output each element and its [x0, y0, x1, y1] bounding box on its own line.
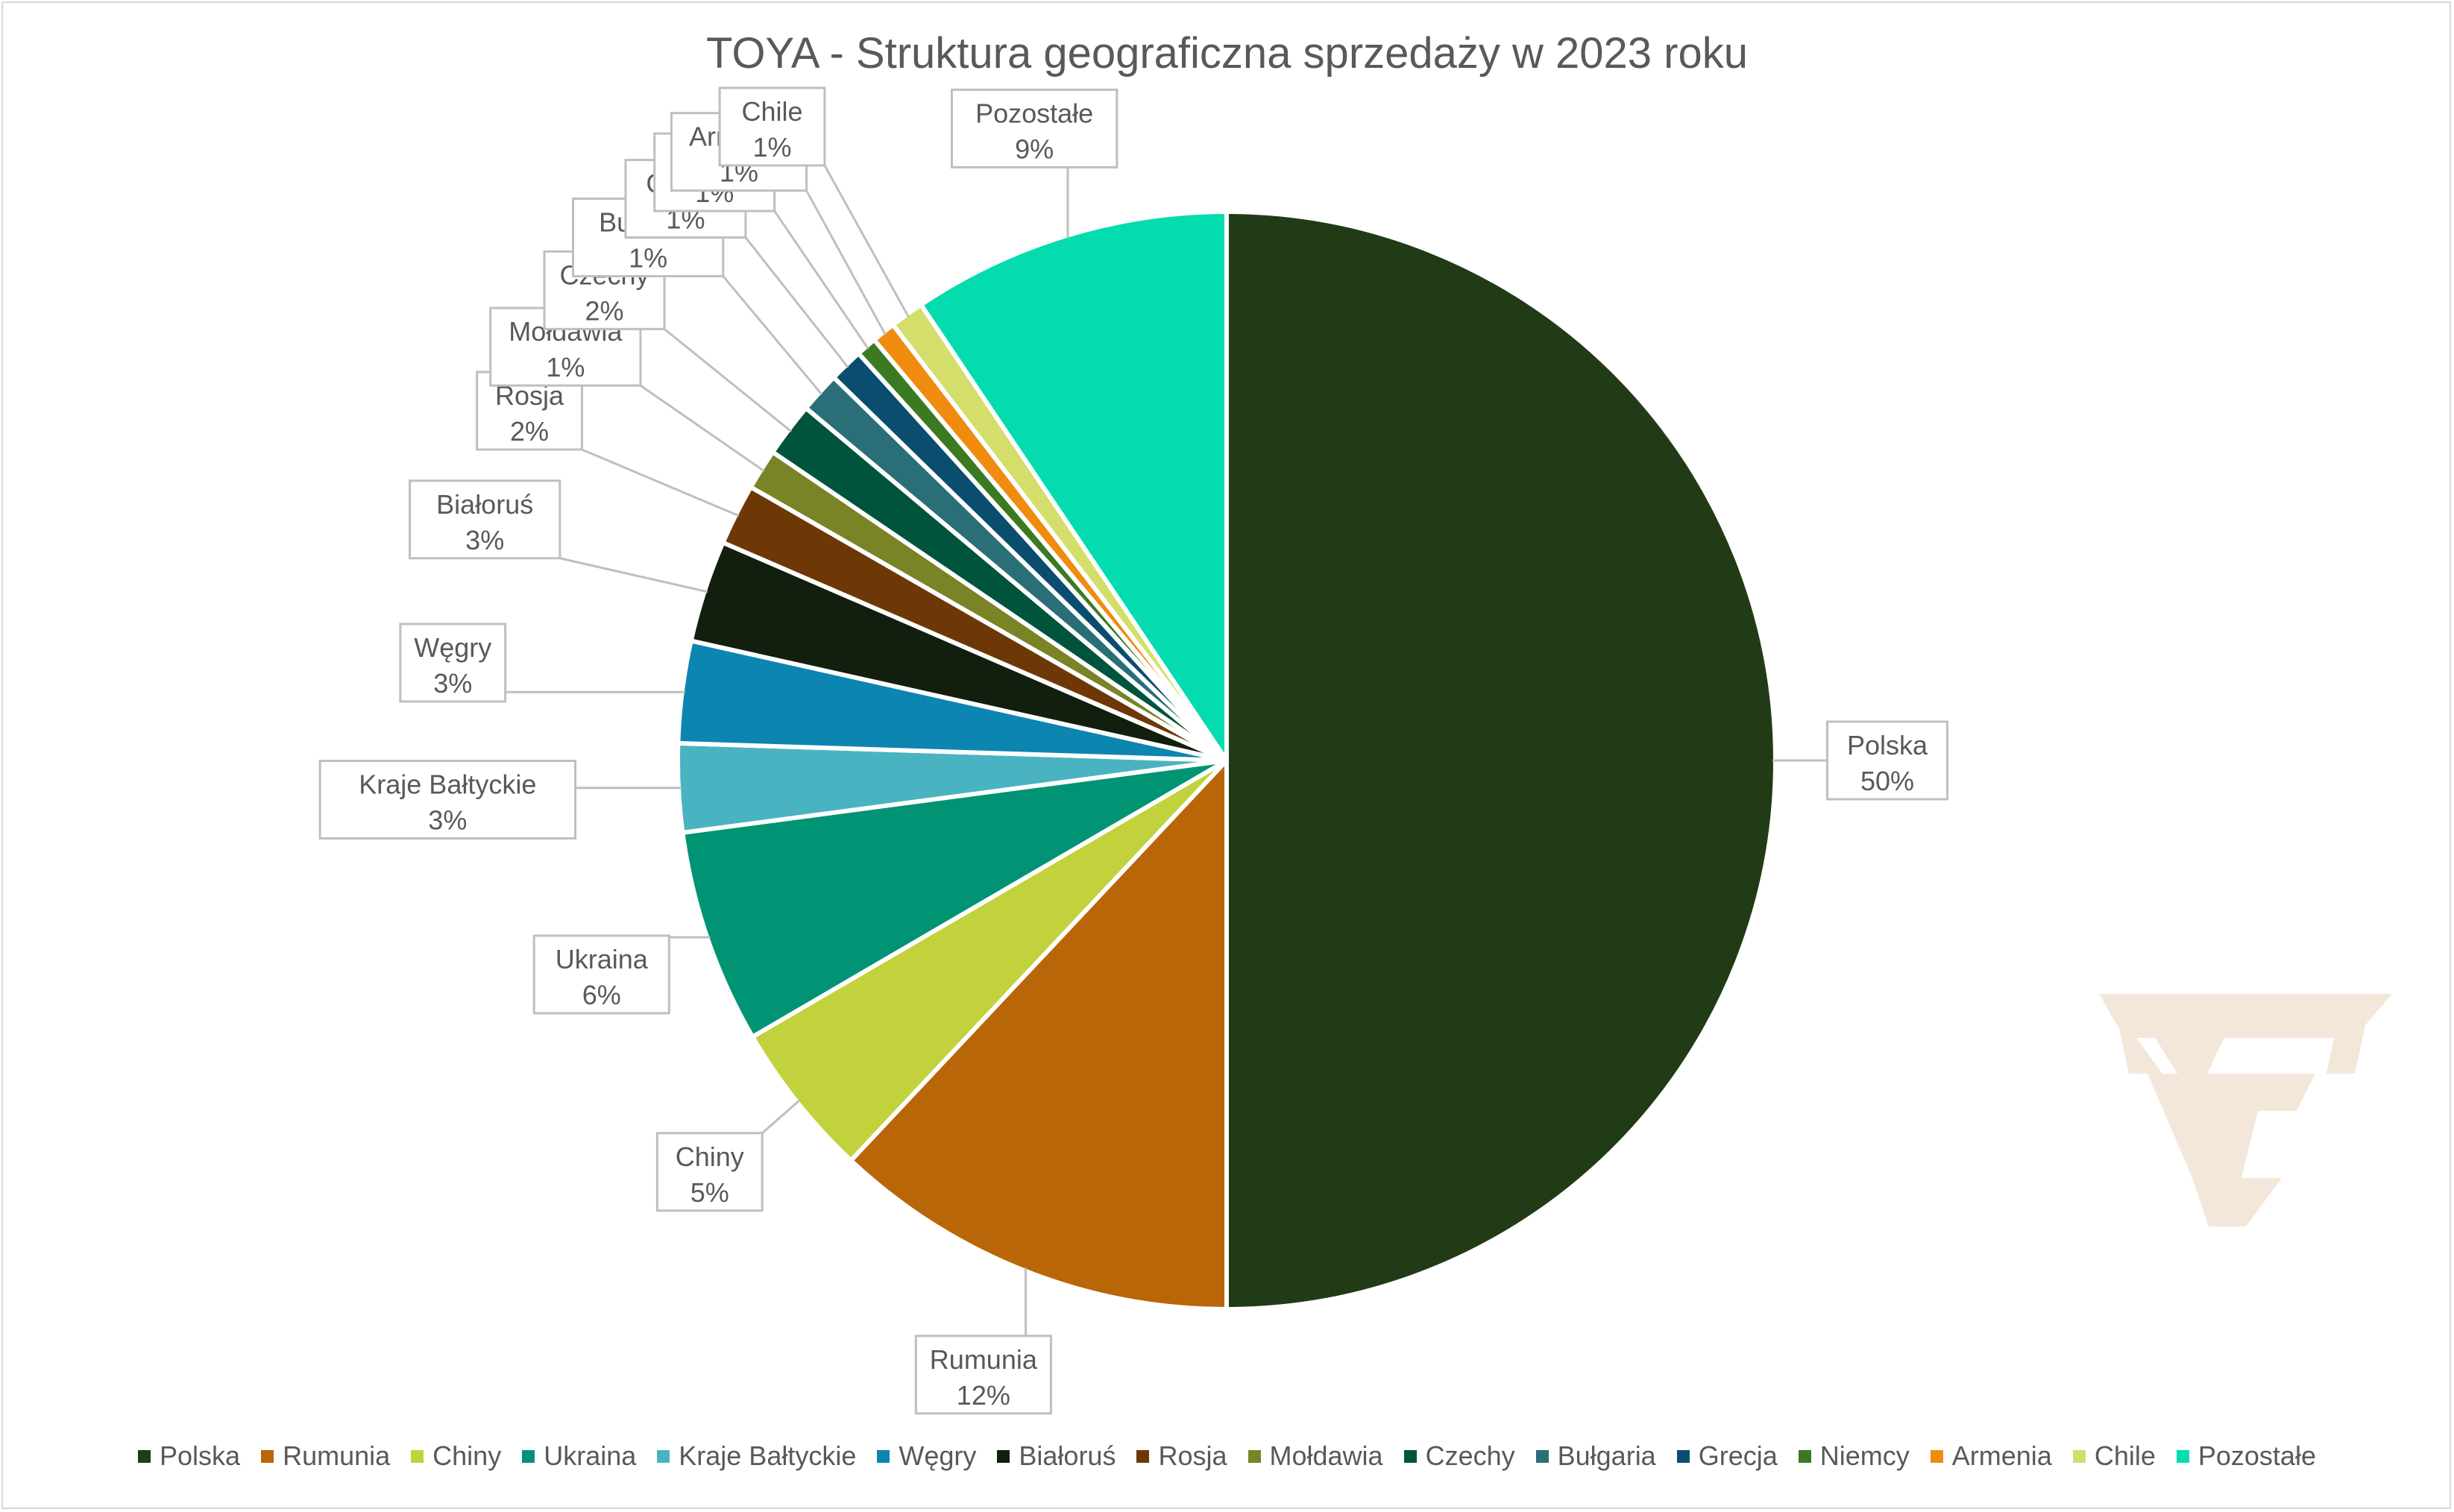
label-leader-lines	[505, 165, 1828, 1336]
legend-swatch	[261, 1449, 274, 1463]
legend-item: Niemcy	[1798, 1440, 1910, 1472]
legend-label: Chiny	[432, 1440, 502, 1471]
legend-swatch	[138, 1449, 151, 1463]
legend-item: Grecja	[1676, 1440, 1778, 1472]
data-label-value: 3%	[428, 805, 467, 836]
legend-item: Rosja	[1136, 1440, 1227, 1472]
legend-item: Ukraina	[522, 1440, 636, 1472]
data-label-box	[655, 1132, 764, 1212]
pie-slices	[676, 210, 1778, 1311]
leader-line	[559, 557, 708, 593]
legend-item: Polska	[138, 1440, 240, 1472]
legend-item: Białoruś	[997, 1440, 1116, 1472]
data-label-value: 50%	[1860, 766, 1914, 796]
data-label-box	[318, 760, 577, 840]
legend-label: Armenia	[1951, 1440, 2052, 1471]
leader-line	[581, 448, 740, 517]
data-label-value: 6%	[582, 980, 621, 1010]
legend-label: Kraje Bałtyckie	[679, 1440, 857, 1471]
data-label-value: 1%	[752, 132, 791, 163]
leader-line	[664, 328, 792, 432]
legend-swatch	[657, 1449, 670, 1463]
leader-line	[823, 165, 910, 318]
data-label-value: 3%	[433, 668, 472, 699]
legend-label: Mołdawia	[1269, 1440, 1383, 1471]
data-label-box	[914, 1335, 1052, 1415]
data-label-value: 9%	[1015, 133, 1054, 164]
legend-item: Chiny	[411, 1440, 501, 1472]
legend-item: Armenia	[1930, 1440, 2052, 1472]
legend-label: Chile	[2094, 1440, 2156, 1471]
data-label-value: 1%	[629, 242, 667, 273]
legend-label: Rumunia	[283, 1440, 391, 1471]
data-label-value: 3%	[465, 525, 504, 555]
data-label-box	[399, 623, 507, 703]
leader-line	[761, 1099, 801, 1134]
legend-swatch	[1798, 1449, 1811, 1463]
legend-item: Czechy	[1403, 1440, 1515, 1472]
leader-line	[722, 275, 823, 396]
legend-label: Rosja	[1158, 1440, 1227, 1471]
data-label-box	[950, 88, 1119, 168]
legend-swatch	[1930, 1449, 1943, 1463]
data-label-name: Polska	[1847, 730, 1928, 760]
legend-swatch	[2072, 1449, 2086, 1463]
data-label-value: 2%	[510, 416, 549, 447]
chart-title: TOYA - Struktura geograficzna sprzedaży …	[706, 29, 1748, 78]
leader-line	[773, 210, 869, 350]
legend-swatch	[997, 1449, 1010, 1463]
legend-swatch	[1248, 1449, 1261, 1463]
data-label-name: Chile	[741, 96, 802, 127]
legend-item: Kraje Bałtyckie	[657, 1440, 856, 1472]
legend-label: Węgry	[899, 1440, 977, 1471]
legend-label: Grecja	[1698, 1440, 1778, 1471]
data-label-box	[409, 479, 561, 560]
legend-swatch	[877, 1449, 890, 1463]
legend-swatch	[1136, 1449, 1150, 1463]
legend-swatch	[411, 1449, 424, 1463]
legend-label: Pozostałe	[2197, 1440, 2316, 1471]
data-label-name: Ukraina	[556, 944, 649, 974]
leader-line	[640, 384, 765, 472]
legend-swatch	[1676, 1449, 1690, 1463]
legend-swatch	[1403, 1449, 1417, 1463]
toya-logo-watermark	[2099, 994, 2392, 1226]
legend-swatch	[522, 1449, 535, 1463]
data-labels: Polska 50% Rumunia 12% Chiny 5% Ukraina 6% Kraje…	[318, 86, 1948, 1415]
legend-item: Mołdawia	[1248, 1440, 1383, 1472]
legend-swatch	[2176, 1449, 2189, 1463]
data-label-value: 5%	[690, 1177, 729, 1208]
data-label-box	[718, 86, 826, 167]
data-label-name: Chiny	[676, 1141, 744, 1172]
chart-legend: Polska Rumunia Chiny Ukraina Kraje Bałtyckie…	[0, 1440, 2454, 1472]
legend-item: Bułgaria	[1535, 1440, 1656, 1472]
leader-line	[744, 236, 849, 368]
legend-label: Niemcy	[1819, 1440, 1910, 1471]
legend-item: Pozostałe	[2176, 1440, 2316, 1472]
legend-label: Bułgaria	[1557, 1440, 1656, 1471]
data-label-value: 2%	[585, 295, 623, 326]
legend-item: Rumunia	[261, 1440, 390, 1472]
pie-slice-polska	[1224, 210, 1778, 1311]
legend-swatch	[1535, 1449, 1549, 1463]
legend-label: Białoruś	[1019, 1440, 1116, 1471]
data-label-name: Kraje Bałtyckie	[359, 769, 536, 800]
legend-item: Chile	[2072, 1440, 2156, 1472]
data-label-value: 1%	[546, 352, 585, 382]
data-label-box	[532, 934, 670, 1015]
legend-label: Ukraina	[544, 1440, 637, 1471]
data-label-name: Pozostałe	[975, 98, 1093, 128]
legend-item: Węgry	[877, 1440, 976, 1472]
legend-label: Czechy	[1425, 1440, 1515, 1471]
data-label-name: Rumunia	[930, 1344, 1038, 1375]
legend-label: Polska	[160, 1440, 241, 1471]
leader-line	[805, 189, 887, 336]
toya-logo-shape	[2099, 994, 2392, 1226]
data-label-name: Węgry	[414, 632, 491, 663]
data-label-box	[1826, 720, 1948, 801]
data-label-name: Białoruś	[436, 489, 533, 520]
data-label-value: 12%	[957, 1380, 1010, 1411]
